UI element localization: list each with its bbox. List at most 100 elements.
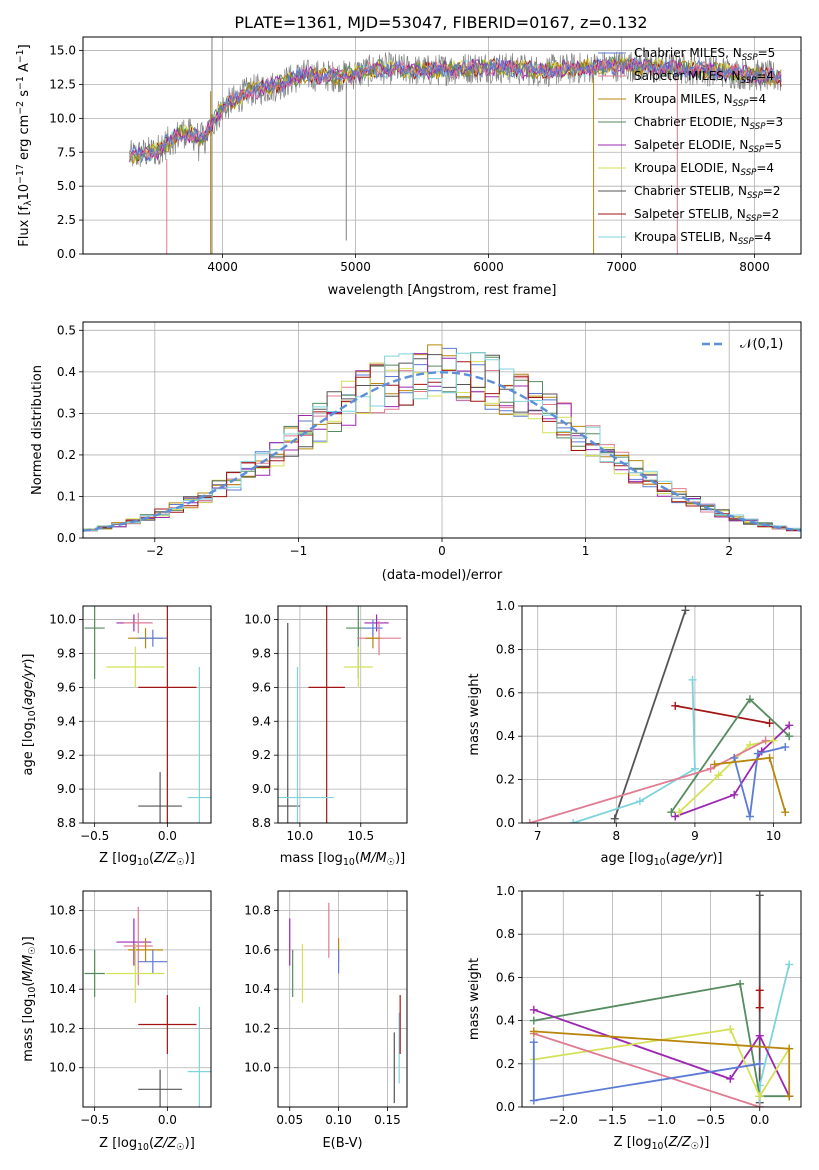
y-axis-label: mass [log10(M/M☉)] [21, 936, 38, 1062]
plus-marker [781, 808, 790, 817]
axes-frame [82, 321, 802, 539]
y-tick-label: 0.4 [57, 365, 76, 379]
y-tick-label: 15.0 [49, 44, 76, 58]
x-tick-label: −0.5 [696, 1113, 725, 1127]
x-axis-label: wavelength [Angstrom, rest frame] [328, 283, 557, 298]
y-tick-label: 0.5 [57, 323, 76, 337]
x-tick-label: 9 [691, 829, 699, 843]
plus-marker [745, 740, 754, 749]
x-tick-label: 10.0 [287, 829, 314, 843]
plus-marker [785, 721, 794, 730]
plus-marker [755, 1031, 764, 1040]
model-spectrum-line [129, 58, 782, 162]
y-tick-label: 0.6 [496, 686, 515, 700]
plus-marker [769, 736, 778, 745]
y-tick-label: 8.8 [252, 816, 271, 830]
y-axis-label: Flux [fλ10−17 erg cm−2 s−1 A−1] [15, 44, 34, 246]
y-tick-label: 0.8 [496, 642, 515, 656]
spectrum-panel: 4000 5000 6000 7000 8000 0.0 2.5 5.0 7.5 10.0 12.5… [15, 36, 802, 298]
legend-entry: Chabrier STELIB, NSSP=2 [634, 184, 781, 201]
y-axis-label: Normed distribution [30, 365, 45, 495]
series-line [733, 746, 786, 817]
mass_vs_ebv-panel: 0.05 0.10 0.15 10.0 10.2 10.4 10.6 10.8 E(B-V) [244, 890, 408, 1151]
y-tick-label: 0.6 [496, 970, 515, 984]
y-axis-label: mass weight [467, 958, 482, 1040]
plus-marker [736, 979, 745, 988]
y-tick-label: 10.0 [49, 111, 76, 125]
x-tick-label: −1.5 [598, 1113, 627, 1127]
model-spectrum-line [129, 57, 782, 164]
error-bars [289, 902, 401, 1104]
series-line [572, 679, 696, 823]
series-line [532, 1042, 760, 1102]
y-tick-label: 10.8 [244, 904, 271, 918]
series-line [674, 724, 790, 818]
histogram-step [83, 352, 801, 533]
y-axis-label: mass weight [467, 673, 482, 755]
plus-marker [745, 812, 754, 821]
legend-entry: Salpeter ELODIE, NSSP=5 [634, 138, 782, 155]
figure-layers: 4000 5000 6000 7000 80000.02.55.07.510.012.5… [15, 36, 802, 1153]
y-tick-label: 9.0 [252, 782, 271, 796]
figure-title: PLATE=1361, MJD=53047, FIBERID=0167, z=0… [234, 13, 647, 32]
x-axis-label: Z [log10(Z/Z☉)] [99, 1136, 195, 1153]
plus-marker [714, 771, 723, 780]
series-line [533, 982, 790, 1098]
plus-marker [529, 1005, 538, 1014]
y-tick-label: 10.2 [244, 1021, 271, 1035]
y-tick-label: 0.2 [496, 1057, 515, 1071]
x-tick-label: −1.0 [647, 1113, 676, 1127]
plus-marker [785, 1092, 794, 1101]
x-tick-label: 8000 [739, 260, 770, 274]
axes-frame [82, 890, 212, 1108]
plus-marker [690, 764, 699, 773]
x-tick-label: −2 [146, 544, 164, 558]
y-axis-label: age [log10(age/yr)] [21, 653, 38, 775]
series-line [714, 756, 787, 813]
plus-marker [745, 695, 754, 704]
weight_vs_Z-panel: −2.0 −1.5 −1.0 −0.5 0.0 0.0 0.2 0.4 0.6 0.8 1.0 Z [… [467, 884, 802, 1152]
weight_vs_age-panel: 7 8 9 10 0.0 0.2 0.4 0.6 0.8 1.0 age [log10(age/yr… [467, 599, 802, 868]
model-spectrum-line [129, 57, 782, 161]
x-tick-label: 4000 [207, 260, 238, 274]
y-tick-label: 9.4 [252, 714, 271, 728]
axes-frame [521, 890, 802, 1108]
histograms [83, 344, 801, 534]
y-tick-label: 12.5 [49, 77, 76, 91]
plus-marker [671, 701, 680, 710]
legend-entry: 𝒩(0,1) [740, 337, 783, 352]
legend-entry: Kroupa ELODIE, NSSP=4 [634, 161, 774, 178]
plus-marker [755, 1103, 764, 1107]
series-line [675, 704, 770, 725]
plus-marker [675, 808, 684, 817]
y-tick-label: 10.0 [244, 613, 271, 627]
y-tick-label: 0.0 [57, 531, 76, 545]
x-axis-label: mass [log10(M/M☉)] [280, 851, 406, 868]
y-tick-label: 9.0 [57, 782, 76, 796]
x-axis-label: age [log10(age/yr)] [600, 851, 722, 868]
plus-marker [529, 1038, 538, 1047]
x-tick-label: 1 [582, 544, 590, 558]
plus-marker [755, 891, 764, 900]
x-tick-label: 0.15 [374, 1113, 401, 1127]
plus-marker [688, 675, 697, 684]
y-tick-label: 9.2 [57, 748, 76, 762]
x-tick-label: −0.5 [80, 829, 109, 843]
gaussian-reference-curve [83, 371, 801, 532]
x-tick-label: 0.10 [325, 1113, 352, 1127]
error-bars [84, 906, 211, 1107]
axes-frame [277, 605, 408, 824]
plus-marker [529, 1027, 538, 1036]
series-line [533, 1028, 790, 1099]
plus-marker [667, 808, 676, 817]
legend-entry: Salpeter STELIB, NSSP=2 [634, 207, 779, 224]
y-tick-label: 10.0 [49, 1061, 76, 1075]
x-tick-label: −2.0 [549, 1113, 578, 1127]
y-tick-label: 0.2 [57, 448, 76, 462]
y-tick-label: 0.8 [496, 927, 515, 941]
plus-marker [761, 736, 770, 745]
y-tick-label: 10.4 [244, 982, 271, 996]
mass_vs_Z-panel: −0.5 0.0 10.0 10.2 10.4 10.6 10.8 Z [log10(Z/Z☉… [21, 890, 212, 1153]
plus-marker [529, 1096, 538, 1105]
x-axis-label: Z [log10(Z/Z☉)] [99, 851, 195, 868]
